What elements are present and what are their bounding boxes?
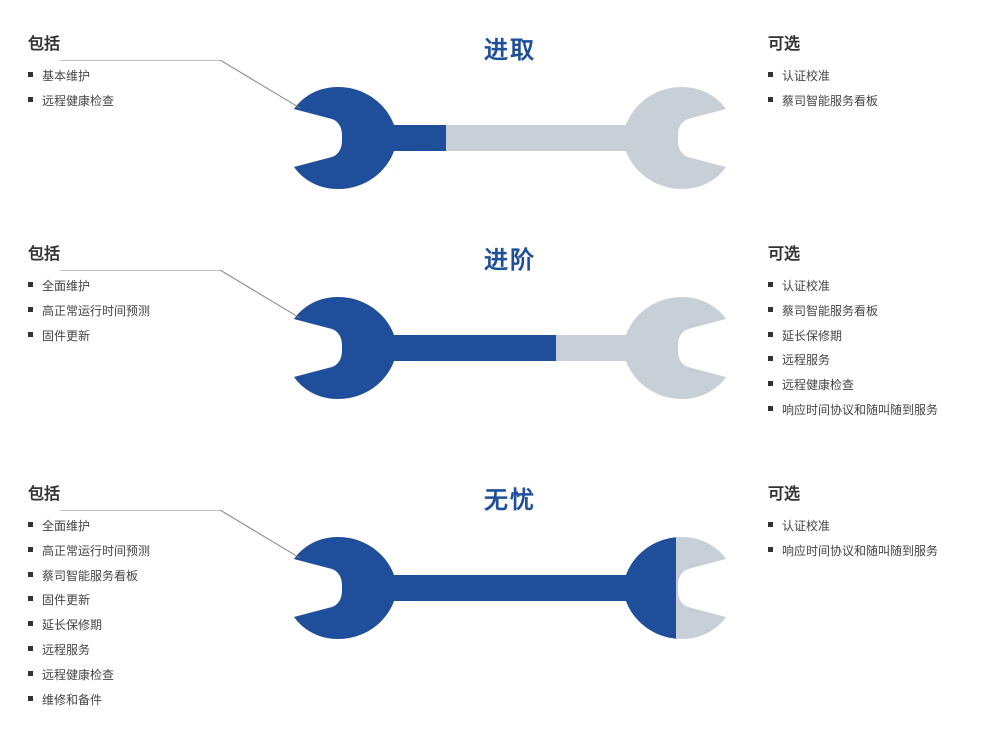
- tiers.1.optional-item: 蔡司智能服务看板: [768, 299, 978, 324]
- tiers.1.optional-item: 延长保修期: [768, 324, 978, 349]
- tiers.2.included-item: 全面维护: [28, 514, 258, 539]
- optional-column: 可选认证校准响应时间协议和随叫随到服务: [768, 480, 978, 564]
- tiers.2.included-item: 维修和备件: [28, 688, 258, 713]
- tier-title: 无忧: [280, 480, 740, 515]
- tiers.1.optional-item: 认证校准: [768, 274, 978, 299]
- tiers.1.included-list: 全面维护高正常运行时间预测固件更新: [28, 274, 258, 348]
- tiers.1.included-item: 全面维护: [28, 274, 258, 299]
- optional-column: 可选认证校准蔡司智能服务看板: [768, 30, 978, 114]
- tiers.2.optional-list: 认证校准响应时间协议和随叫随到服务: [768, 514, 978, 564]
- tiers.0.optional-list: 认证校准蔡司智能服务看板: [768, 64, 978, 114]
- tiers.2.included-item: 远程服务: [28, 638, 258, 663]
- wrench-icon: [280, 533, 740, 643]
- optional-column: 可选认证校准蔡司智能服务看板延长保修期远程服务远程健康检查响应时间协议和随叫随到…: [768, 240, 978, 423]
- tiers.0.included-list: 基本维护远程健康检查: [28, 64, 258, 114]
- tiers.2.included-item: 远程健康检查: [28, 663, 258, 688]
- tiers.2.optional-item: 响应时间协议和随叫随到服务: [768, 539, 978, 564]
- included-column: 包括全面维护高正常运行时间预测固件更新: [28, 240, 258, 348]
- tiers.2.included-item: 蔡司智能服务看板: [28, 564, 258, 589]
- included-column: 包括基本维护远程健康检查: [28, 30, 258, 114]
- included-title: 包括: [28, 240, 258, 264]
- tier-center: 进阶: [280, 240, 740, 403]
- tiers.0.optional-item: 认证校准: [768, 64, 978, 89]
- wrench-icon: [280, 293, 740, 403]
- tier-title: 进取: [280, 30, 740, 65]
- included-column: 包括全面维护高正常运行时间预测蔡司智能服务看板固件更新延长保修期远程服务远程健康…: [28, 480, 258, 712]
- optional-title: 可选: [768, 240, 978, 264]
- tier-title: 进阶: [280, 240, 740, 275]
- service-tiers-infographic: 包括基本维护远程健康检查可选认证校准蔡司智能服务看板进取包括全面维护高正常运行时…: [0, 0, 991, 750]
- tiers.2.included-list: 全面维护高正常运行时间预测蔡司智能服务看板固件更新延长保修期远程服务远程健康检查…: [28, 514, 258, 712]
- tiers.0.included-item: 基本维护: [28, 64, 258, 89]
- tiers.1.optional-item: 响应时间协议和随叫随到服务: [768, 398, 978, 423]
- tiers.0.included-item: 远程健康检查: [28, 89, 258, 114]
- tier-center: 进取: [280, 30, 740, 193]
- tier-center: 无忧: [280, 480, 740, 643]
- tiers.2.included-item: 固件更新: [28, 588, 258, 613]
- wrench-container: [280, 533, 740, 643]
- tiers.1.optional-item: 远程健康检查: [768, 373, 978, 398]
- tiers.2.optional-item: 认证校准: [768, 514, 978, 539]
- included-title: 包括: [28, 480, 258, 504]
- included-title: 包括: [28, 30, 258, 54]
- wrench-container: [280, 293, 740, 403]
- tiers.1.included-item: 固件更新: [28, 324, 258, 349]
- optional-title: 可选: [768, 480, 978, 504]
- optional-title: 可选: [768, 30, 978, 54]
- wrench-fill: [294, 537, 726, 639]
- tiers.1.optional-list: 认证校准蔡司智能服务看板延长保修期远程服务远程健康检查响应时间协议和随叫随到服务: [768, 274, 978, 423]
- wrench-icon: [280, 83, 740, 193]
- tiers.1.optional-item: 远程服务: [768, 348, 978, 373]
- tiers.0.optional-item: 蔡司智能服务看板: [768, 89, 978, 114]
- wrench-container: [280, 83, 740, 193]
- tiers.1.included-item: 高正常运行时间预测: [28, 299, 258, 324]
- tiers.2.included-item: 延长保修期: [28, 613, 258, 638]
- tiers.2.included-item: 高正常运行时间预测: [28, 539, 258, 564]
